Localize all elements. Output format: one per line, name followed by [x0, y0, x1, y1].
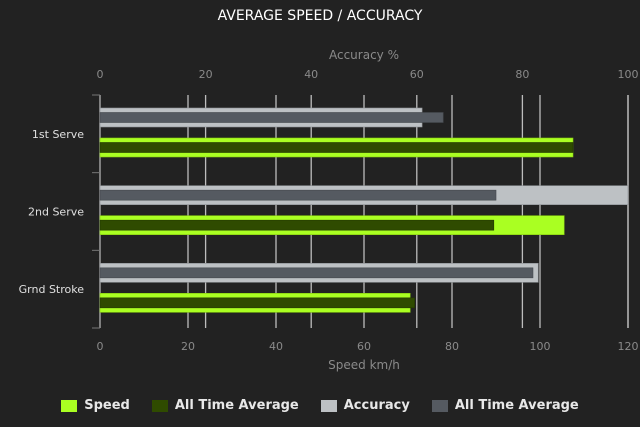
legend-label: All Time Average: [454, 398, 579, 413]
chart-title: AVERAGE SPEED / ACCURACY: [217, 8, 423, 24]
tick-label-accuracy: 20: [199, 68, 213, 81]
tick-label-speed: 0: [97, 340, 104, 353]
legend-label: Accuracy: [343, 398, 410, 413]
category-label: 1st Serve: [32, 128, 84, 141]
tick-label-accuracy: 100: [618, 68, 639, 81]
legend-item-speed[interactable]: Speed: [61, 398, 130, 413]
tick-label-speed: 120: [618, 340, 639, 353]
bar-speed-average: [99, 142, 574, 153]
tick-label-accuracy: 60: [410, 68, 424, 81]
bar-accuracy-average: [99, 112, 444, 123]
tick-label-speed: 60: [357, 340, 371, 353]
legend-item-accuracy-average[interactable]: All Time Average: [431, 398, 579, 413]
legend-item-accuracy[interactable]: Accuracy: [320, 398, 410, 413]
tick-label-speed: 40: [269, 340, 283, 353]
axis-title-speed: Speed km/h: [328, 358, 400, 372]
tick-label-accuracy: 0: [97, 68, 104, 81]
legend-item-speed-average[interactable]: All Time Average: [151, 398, 299, 413]
tick-label-accuracy: 80: [515, 68, 529, 81]
tick-label-speed: 100: [530, 340, 551, 353]
legend-label: Speed: [84, 398, 130, 413]
tick-label-accuracy: 40: [304, 68, 318, 81]
tick-label-speed: 80: [445, 340, 459, 353]
axis-title-accuracy: Accuracy %: [329, 48, 399, 62]
bar-accuracy-average: [99, 189, 497, 201]
legend-swatch-accuracy-average: [431, 399, 448, 412]
legend-swatch-speed: [61, 399, 78, 412]
legend-swatch-accuracy: [320, 399, 337, 412]
category-label: Grnd Stroke: [19, 283, 85, 296]
legend-swatch-speed-average: [151, 399, 168, 412]
bar-speed-average: [99, 219, 495, 231]
bar-accuracy-average: [99, 267, 534, 279]
legend: Speed All Time Average Accuracy All Time…: [0, 398, 640, 413]
legend-label: All Time Average: [174, 398, 299, 413]
category-label: 2nd Serve: [28, 206, 84, 219]
tick-label-speed: 20: [181, 340, 195, 353]
bar-speed-average: [99, 297, 415, 309]
